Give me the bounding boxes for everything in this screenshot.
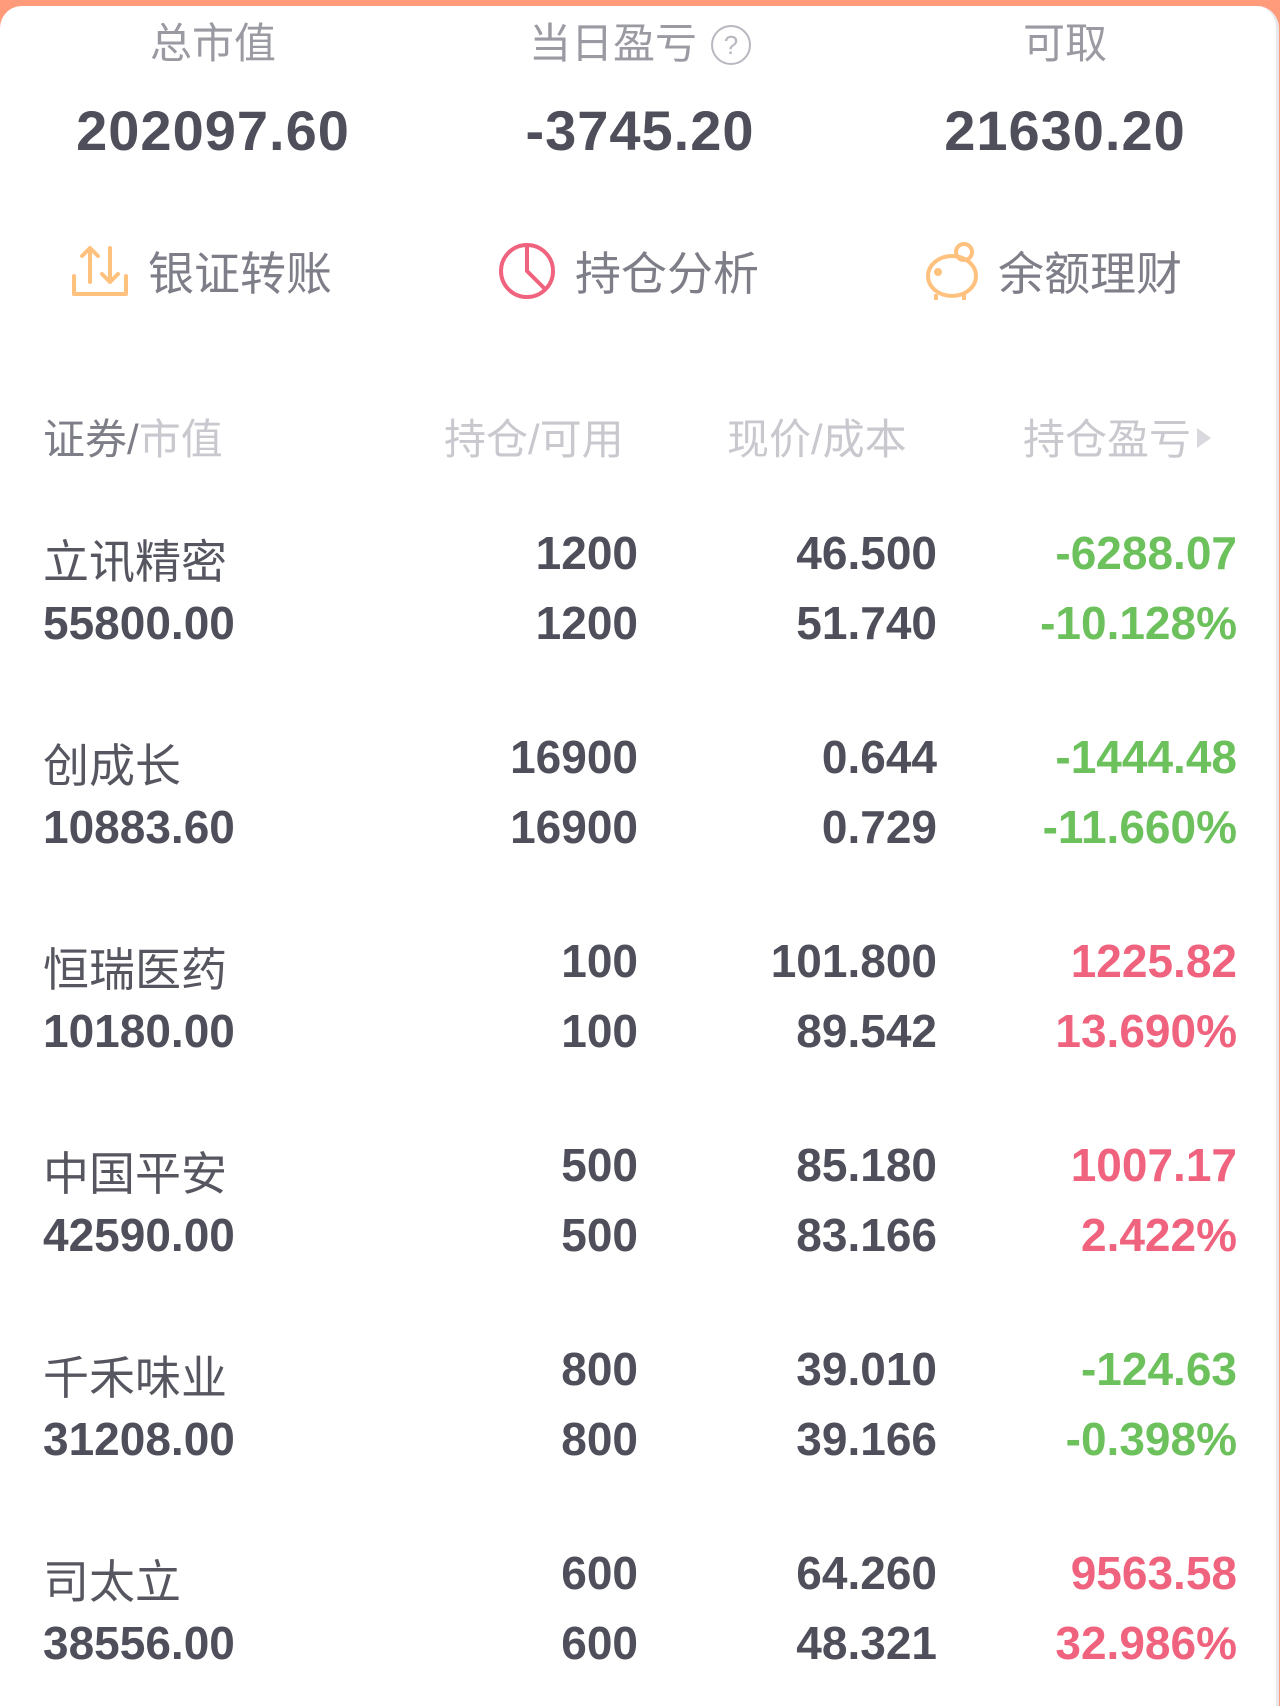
current-price: 39.010 bbox=[796, 1343, 937, 1395]
holding-row[interactable]: 司太立 38556.00 600 600 64.260 48.321 9563.58 32.9… bbox=[0, 1546, 1280, 1706]
available-qty: 500 bbox=[561, 1209, 638, 1261]
stock-name: 创成长 bbox=[43, 740, 181, 792]
cost-price: 89.542 bbox=[796, 1005, 937, 1057]
pl-header-label: 持仓盈亏 bbox=[1023, 416, 1192, 463]
cost-price: 48.321 bbox=[796, 1617, 937, 1669]
total-market-value: 总市值 202097.60 bbox=[3, 16, 423, 163]
position-qty: 800 bbox=[561, 1343, 638, 1395]
transfer-icon bbox=[72, 246, 128, 296]
withdrawable: 可取 21630.20 bbox=[855, 16, 1275, 163]
current-price: 101.800 bbox=[770, 935, 937, 987]
available-qty: 600 bbox=[561, 1617, 638, 1669]
market-value: 55800.00 bbox=[43, 597, 235, 649]
current-price: 46.500 bbox=[796, 527, 937, 579]
balance-finance-label: 余额理财 bbox=[998, 248, 1182, 300]
piggy-bank-icon bbox=[926, 242, 978, 300]
position-pl-pct: 13.690% bbox=[1055, 1005, 1237, 1057]
daily-pl-amount: -3745.20 bbox=[525, 99, 755, 162]
holding-row[interactable]: 恒瑞医药 10180.00 100 100 101.800 89.542 1225.82 13… bbox=[0, 934, 1280, 1094]
market-value: 10883.60 bbox=[43, 801, 235, 853]
position-qty: 1200 bbox=[535, 527, 638, 579]
cost-price: 0.729 bbox=[821, 801, 937, 853]
position-pl-pct: 32.986% bbox=[1055, 1617, 1237, 1669]
available-qty: 1200 bbox=[535, 597, 638, 649]
total-market-value-amount: 202097.60 bbox=[76, 99, 350, 162]
daily-pl: 当日盈亏? -3745.20 bbox=[430, 16, 850, 163]
position-analysis-button[interactable]: 持仓分析 bbox=[497, 236, 759, 306]
column-header-pl[interactable]: 持仓盈亏 bbox=[1023, 406, 1212, 467]
cost-price: 39.166 bbox=[796, 1413, 937, 1465]
sort-triangle-icon bbox=[1197, 428, 1212, 448]
daily-pl-label: 当日盈亏 bbox=[528, 20, 697, 67]
position-pl: 1007.17 bbox=[1070, 1139, 1237, 1191]
column-header-security[interactable]: 证券/市值 bbox=[43, 406, 223, 467]
position-analysis-label: 持仓分析 bbox=[575, 248, 759, 300]
security-header-label: 证券 bbox=[43, 416, 128, 463]
current-price: 64.260 bbox=[796, 1547, 937, 1599]
cost-price: 83.166 bbox=[796, 1209, 937, 1261]
holding-row[interactable]: 立讯精密 55800.00 1200 1200 46.500 51.740 -6288.07… bbox=[0, 526, 1280, 686]
position-qty: 600 bbox=[561, 1547, 638, 1599]
stock-name: 中国平安 bbox=[43, 1148, 227, 1200]
bank-transfer-label: 银证转账 bbox=[148, 248, 332, 300]
cost-price: 51.740 bbox=[796, 597, 937, 649]
market-value: 42590.00 bbox=[43, 1209, 235, 1261]
position-pl: -124.63 bbox=[1080, 1343, 1237, 1395]
stock-name: 司太立 bbox=[43, 1556, 181, 1608]
holding-row[interactable]: 中国平安 42590.00 500 500 85.180 83.166 1007.17 2.4… bbox=[0, 1138, 1280, 1298]
current-price: 0.644 bbox=[821, 731, 937, 783]
question-circle-icon[interactable]: ? bbox=[711, 25, 751, 65]
position-qty: 100 bbox=[561, 935, 638, 987]
position-qty: 16900 bbox=[510, 731, 638, 783]
position-pl: 1225.82 bbox=[1070, 935, 1237, 987]
stock-name: 立讯精密 bbox=[43, 536, 227, 588]
bank-transfer-button[interactable]: 银证转账 bbox=[70, 236, 332, 306]
position-pl-pct: 2.422% bbox=[1080, 1209, 1237, 1261]
header-slash: / bbox=[127, 416, 139, 463]
total-market-value-label: 总市值 bbox=[149, 20, 276, 67]
balance-finance-button[interactable]: 余额理财 bbox=[922, 236, 1182, 306]
column-header-price[interactable]: 现价/成本 bbox=[727, 416, 907, 463]
pie-chart-icon bbox=[499, 243, 555, 299]
holding-row[interactable]: 创成长 10883.60 16900 16900 0.644 0.729 -1444.48 -… bbox=[0, 730, 1280, 890]
market-value: 38556.00 bbox=[43, 1617, 235, 1669]
column-header-position[interactable]: 持仓/可用 bbox=[444, 416, 624, 463]
market-value: 10180.00 bbox=[43, 1005, 235, 1057]
account-card: 总市值 202097.60 当日盈亏? -3745.20 可取 21630.20… bbox=[0, 6, 1279, 1706]
stock-name: 恒瑞医药 bbox=[43, 944, 227, 996]
position-pl-pct: -10.128% bbox=[1040, 597, 1237, 649]
current-price: 85.180 bbox=[796, 1139, 937, 1191]
holding-row[interactable]: 千禾味业 31208.00 800 800 39.010 39.166 -124.63 -0.… bbox=[0, 1342, 1280, 1502]
market-value-header-label: 市值 bbox=[138, 416, 223, 463]
market-value: 31208.00 bbox=[43, 1413, 235, 1465]
available-qty: 800 bbox=[561, 1413, 638, 1465]
position-pl-pct: -11.660% bbox=[1042, 801, 1237, 853]
position-pl: 9563.58 bbox=[1070, 1547, 1237, 1599]
position-qty: 500 bbox=[561, 1139, 638, 1191]
available-qty: 100 bbox=[561, 1005, 638, 1057]
withdrawable-amount: 21630.20 bbox=[944, 99, 1186, 162]
withdrawable-label: 可取 bbox=[1022, 20, 1107, 67]
position-pl: -1444.48 bbox=[1055, 731, 1237, 783]
available-qty: 16900 bbox=[510, 801, 638, 853]
position-pl: -6288.07 bbox=[1055, 527, 1237, 579]
stock-name: 千禾味业 bbox=[43, 1352, 227, 1404]
position-pl-pct: -0.398% bbox=[1065, 1413, 1237, 1465]
